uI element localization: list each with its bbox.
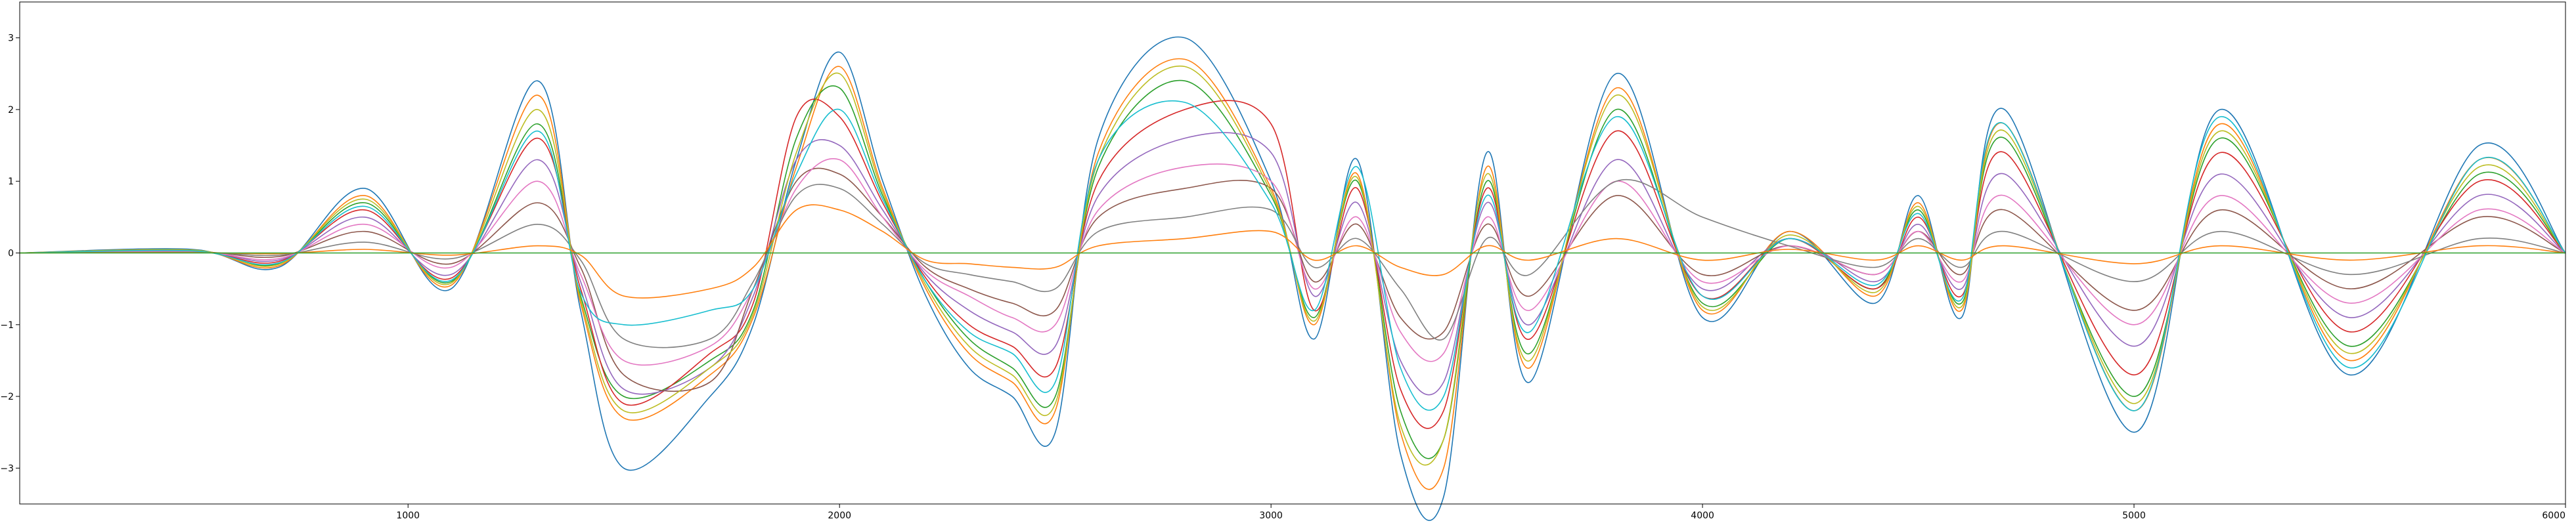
series-layer [19, 36, 2566, 521]
x-axis: 1000 2000 3000 4000 5000 6000 [396, 504, 2566, 521]
series-line-10 [19, 100, 2566, 411]
series-line-3 [19, 79, 2566, 459]
y-tick-label: 1 [8, 177, 14, 187]
series-line-5 [19, 132, 2566, 396]
x-tick-label: 4000 [1691, 511, 1714, 521]
series-line-8 [19, 179, 2566, 348]
x-tick-label: 3000 [1259, 511, 1283, 521]
y-tick-label: −1 [0, 320, 14, 331]
series-line-6 [19, 167, 2566, 392]
y-tick-label: −2 [0, 392, 14, 402]
series-line-11 [19, 204, 2566, 299]
series-line-1 [19, 36, 2566, 521]
x-tick-label: 5000 [2122, 511, 2146, 521]
y-axis: −3 −2 −1 0 1 2 3 [0, 33, 20, 474]
x-tick-label: 2000 [828, 511, 851, 521]
series-line-9 [19, 65, 2566, 466]
series-line-2 [19, 58, 2566, 490]
y-tick-label: −3 [0, 463, 14, 474]
y-tick-label: 2 [8, 105, 14, 115]
x-tick-label: 1000 [396, 511, 420, 521]
y-tick-label: 0 [8, 249, 14, 259]
x-tick-label: 6000 [2542, 511, 2565, 521]
series-line-7 [19, 158, 2566, 366]
y-tick-label: 3 [8, 33, 14, 44]
